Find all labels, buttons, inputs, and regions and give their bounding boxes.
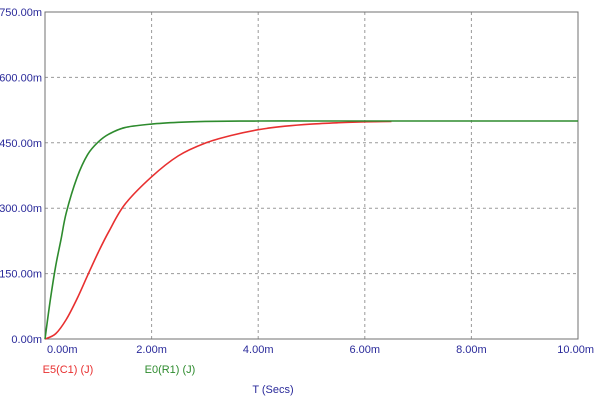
series-line-e0-r1 bbox=[44, 120, 578, 340]
y-tick-label: 750.00m bbox=[0, 7, 42, 19]
x-tick-label: 2.00m bbox=[136, 344, 167, 356]
x-tick-label: 6.00m bbox=[350, 344, 381, 356]
y-tick-label: 600.00m bbox=[0, 72, 42, 84]
legend-entry: E5(C1) (J) bbox=[43, 364, 94, 376]
x-tick-label: 10.00m bbox=[557, 344, 594, 356]
y-axis-ticks: 0.00m 150.00m 300.00m 450.00m 600.00m 750.00m bbox=[0, 7, 42, 346]
x-tick-label: 4.00m bbox=[243, 344, 274, 356]
legend: E5(C1) (J) E0(R1) (J) bbox=[43, 364, 196, 376]
series-group bbox=[44, 120, 578, 340]
legend-entry: E0(R1) (J) bbox=[145, 364, 196, 376]
y-tick-label: 0.00m bbox=[11, 334, 42, 346]
series-line-e5-c1 bbox=[44, 120, 392, 340]
x-axis-ticks: 0.00m 2.00m 4.00m 6.00m 8.00m 10.00m bbox=[47, 344, 594, 356]
y-tick-label: 150.00m bbox=[0, 269, 42, 281]
x-axis-title: T (Secs) bbox=[252, 384, 293, 396]
y-tick-label: 450.00m bbox=[0, 138, 42, 150]
y-tick-label: 300.00m bbox=[0, 203, 42, 215]
plot-area bbox=[44, 11, 579, 340]
x-tick-label: 8.00m bbox=[456, 344, 487, 356]
grid bbox=[45, 12, 578, 339]
x-tick-label: 0.00m bbox=[47, 344, 78, 356]
